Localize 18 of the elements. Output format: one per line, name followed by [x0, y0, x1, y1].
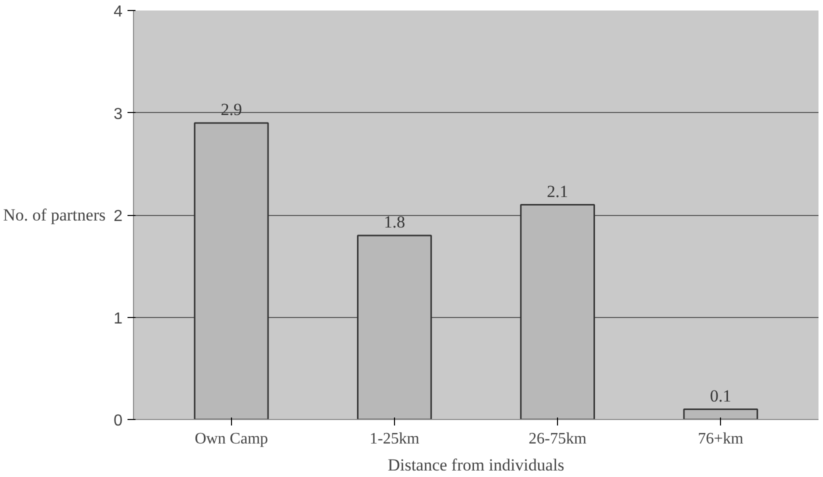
data-label: 0.1	[710, 386, 732, 406]
data-label: 1.8	[384, 212, 406, 232]
y-tick-label: 4	[114, 4, 123, 20]
x-axis-title: Distance from individuals	[388, 456, 564, 474]
bar	[357, 234, 432, 420]
x-tick-label: 1-25km	[370, 430, 420, 448]
bar	[520, 204, 595, 420]
bar	[683, 408, 758, 420]
y-tick-label: 1	[114, 310, 123, 328]
x-tick-label: Own Camp	[194, 430, 268, 448]
y-axis-title: No. of partners	[3, 206, 106, 224]
y-tick-label: 2	[114, 208, 123, 225]
x-tick-label: 76+km	[698, 430, 744, 448]
bar	[194, 122, 269, 420]
x-tick-label: 26-75km	[528, 430, 587, 448]
y-tick-label: 0	[114, 412, 123, 430]
data-label: 2.1	[546, 182, 568, 201]
y-tick-label: 3	[114, 106, 123, 123]
